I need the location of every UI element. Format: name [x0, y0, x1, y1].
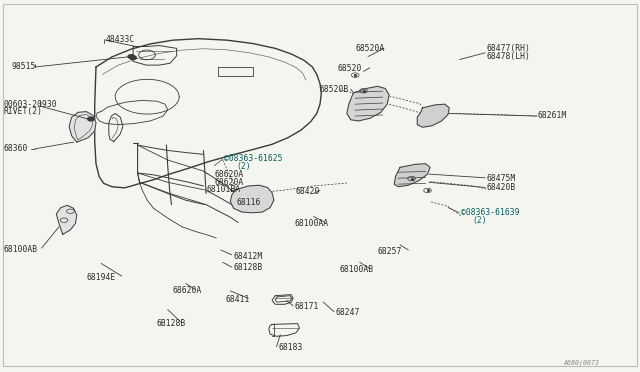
- Text: 68411: 68411: [225, 295, 250, 304]
- Polygon shape: [417, 104, 449, 127]
- Text: 00603-20930: 00603-20930: [3, 100, 57, 109]
- Text: 68100AB: 68100AB: [339, 265, 373, 274]
- Text: 68420B: 68420B: [486, 183, 516, 192]
- Text: 68261M: 68261M: [538, 111, 567, 120]
- Polygon shape: [230, 185, 274, 213]
- Polygon shape: [69, 112, 96, 142]
- Text: 68128B: 68128B: [234, 263, 263, 272]
- Text: 68101BA: 68101BA: [206, 185, 240, 194]
- Text: 68520: 68520: [338, 64, 362, 73]
- Text: 48433C: 48433C: [106, 35, 135, 44]
- Text: 68100AB: 68100AB: [3, 245, 37, 254]
- Text: 68412M: 68412M: [234, 252, 263, 261]
- Text: RIVET(2): RIVET(2): [3, 107, 42, 116]
- Text: 68116: 68116: [237, 198, 261, 207]
- Text: 68520A: 68520A: [355, 44, 385, 53]
- Text: ©08363-61639: ©08363-61639: [461, 208, 519, 217]
- Text: (2): (2): [237, 162, 252, 171]
- Text: 68478(LH): 68478(LH): [486, 52, 531, 61]
- Text: (2): (2): [472, 216, 487, 225]
- Text: 68194E: 68194E: [86, 273, 116, 282]
- Text: A680(0073: A680(0073: [563, 359, 599, 366]
- Text: 68171: 68171: [294, 302, 319, 311]
- Text: 68475M: 68475M: [486, 174, 516, 183]
- Text: 6B128B: 6B128B: [157, 319, 186, 328]
- Polygon shape: [347, 86, 389, 121]
- Circle shape: [130, 56, 136, 60]
- Text: 68360: 68360: [3, 144, 28, 153]
- Text: 68257: 68257: [378, 247, 402, 256]
- Text: 98515: 98515: [12, 62, 36, 71]
- Text: 68620A: 68620A: [214, 178, 244, 187]
- Circle shape: [88, 117, 94, 121]
- Text: 68477(RH): 68477(RH): [486, 44, 531, 53]
- Text: ©08363-61625: ©08363-61625: [224, 154, 282, 163]
- Text: 68620A: 68620A: [173, 286, 202, 295]
- Text: 68247: 68247: [336, 308, 360, 317]
- Circle shape: [128, 55, 134, 58]
- Polygon shape: [56, 205, 77, 234]
- Text: 68620A: 68620A: [214, 170, 244, 179]
- Text: 68183: 68183: [278, 343, 303, 352]
- Text: 68420: 68420: [296, 187, 320, 196]
- Text: 68520B: 68520B: [320, 85, 349, 94]
- Text: 68100AA: 68100AA: [294, 219, 328, 228]
- Polygon shape: [394, 164, 430, 187]
